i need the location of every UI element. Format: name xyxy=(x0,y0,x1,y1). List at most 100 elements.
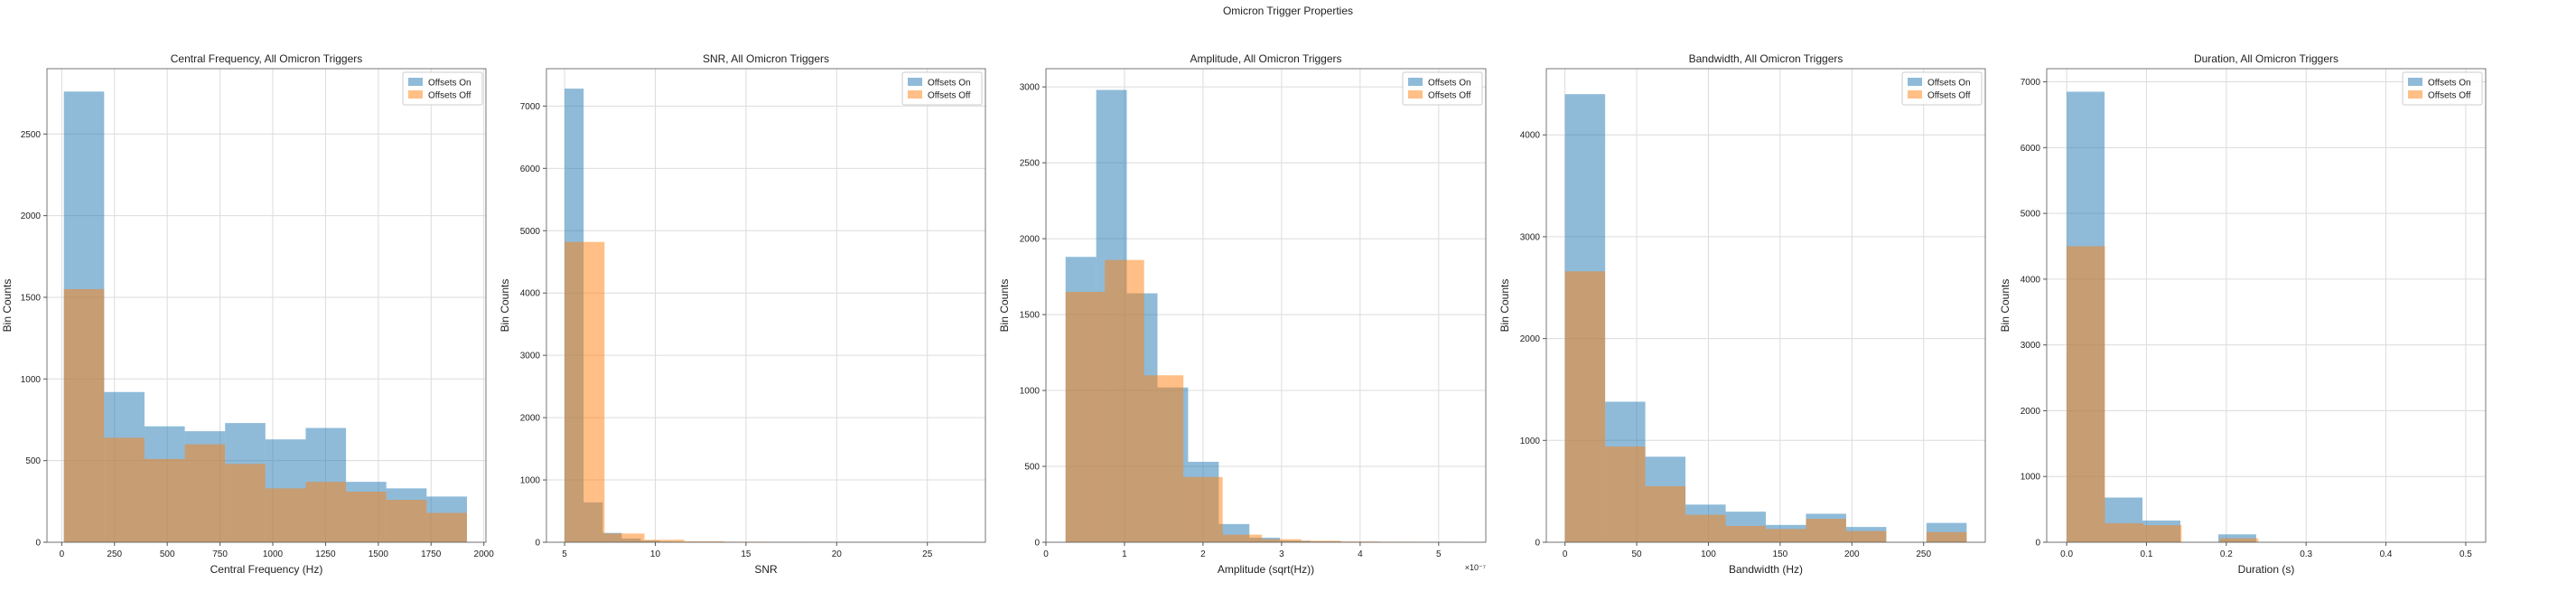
legend-label: Offsets On xyxy=(928,79,971,89)
x-tick-label: 4 xyxy=(1358,549,1363,559)
y-tick-label: 2500 xyxy=(1020,159,1041,169)
legend: Offsets On Offsets Off xyxy=(1402,71,1483,106)
x-tick-label: 5 xyxy=(562,549,567,559)
axes-frame xyxy=(2046,68,2487,543)
legend-label: Offsets On xyxy=(1927,79,1971,89)
legend-label: Offsets Off xyxy=(928,91,971,101)
histogram-bar xyxy=(144,458,185,542)
x-tick-label: 1250 xyxy=(315,549,336,559)
y-tick-label: 3000 xyxy=(2021,341,2041,351)
y-tick-label: 1000 xyxy=(1020,387,1041,397)
legend-label: Offsets On xyxy=(1428,79,1471,89)
y-tick-label: 1000 xyxy=(2021,473,2041,483)
histogram-bar xyxy=(565,241,605,542)
histogram-bar xyxy=(1926,531,1967,542)
legend-swatch xyxy=(1908,90,1922,99)
x-tick-label: 50 xyxy=(1631,549,1642,559)
axes-frame xyxy=(1045,68,1487,543)
legend: Offsets On Offsets Off xyxy=(901,71,983,106)
histogram-bar xyxy=(2105,522,2143,542)
chart-panel-2: 5 10 15 20 25 0 1000 2000 3000 4000 5000 6000 7000 SN… xyxy=(499,52,986,576)
y-tick-label: 500 xyxy=(1024,463,1040,473)
y-tick-label: 500 xyxy=(25,456,41,466)
x-tick-label: 20 xyxy=(832,549,843,559)
axes-frame xyxy=(546,68,986,543)
y-tick-label: 3000 xyxy=(1520,232,1541,242)
y-axis-label: Bin Counts xyxy=(1498,279,1511,333)
histogram-bar xyxy=(386,500,427,542)
histogram-bar xyxy=(1065,291,1106,542)
y-tick-label: 3000 xyxy=(1020,83,1041,93)
histogram-bar xyxy=(265,488,306,542)
x-tick-label: 0 xyxy=(60,549,65,559)
legend-swatch xyxy=(908,90,922,99)
x-tick-label: 0.5 xyxy=(2459,549,2472,559)
histogram-bar xyxy=(1301,540,1341,542)
histogram-bar xyxy=(346,491,387,542)
histogram-bar xyxy=(1845,531,1887,542)
figure-title: Omicron Trigger Properties xyxy=(1223,5,1353,17)
y-axis-label: Bin Counts xyxy=(499,279,511,333)
chart-title: Bandwidth, All Omicron Triggers xyxy=(1689,52,1843,65)
x-tick-label: 15 xyxy=(741,549,751,559)
histogram-bar xyxy=(63,288,105,542)
histogram-bar xyxy=(2067,246,2105,542)
x-axis-label: Amplitude (sqrt(Hz)) xyxy=(1218,563,1314,576)
y-tick-label: 2500 xyxy=(21,130,42,140)
legend-label: Offsets Off xyxy=(2428,91,2471,101)
y-tick-label: 5000 xyxy=(520,227,541,237)
y-axis-label: Bin Counts xyxy=(1999,279,2011,333)
y-tick-label: 1500 xyxy=(1020,311,1041,321)
axes-frame xyxy=(46,68,487,543)
legend-swatch xyxy=(1408,78,1423,86)
x-tick-label: 0.3 xyxy=(2300,549,2312,559)
chart-title: Central Frequency, All Omicron Triggers xyxy=(171,52,363,65)
y-tick-label: 2000 xyxy=(21,211,42,221)
x-tick-label: 25 xyxy=(922,549,933,559)
x-axis-label: Central Frequency (Hz) xyxy=(210,563,323,576)
y-tick-label: 7000 xyxy=(2021,78,2041,88)
x-tick-label: 1000 xyxy=(263,549,284,559)
histogram-bar xyxy=(604,533,645,542)
histogram-bar xyxy=(1725,525,1766,542)
x-tick-label: 200 xyxy=(1844,549,1860,559)
x-tick-label: 500 xyxy=(160,549,175,559)
y-tick-label: 4000 xyxy=(1520,131,1541,141)
histogram-bar xyxy=(684,540,724,542)
histogram-bar xyxy=(2142,525,2182,542)
x-tick-label: 100 xyxy=(1701,549,1716,559)
x-tick-label: 0.2 xyxy=(2220,549,2233,559)
x-tick-label: 1 xyxy=(1122,549,1127,559)
y-tick-label: 2000 xyxy=(520,414,541,424)
chart-title: SNR, All Omicron Triggers xyxy=(703,52,829,65)
x-tick-label: 10 xyxy=(650,549,661,559)
histogram-bar xyxy=(1645,486,1686,542)
y-tick-label: 0 xyxy=(1034,539,1040,549)
y-tick-label: 0 xyxy=(535,539,540,549)
x-tick-label: 1500 xyxy=(369,549,389,559)
legend-label: Offsets Off xyxy=(1428,91,1471,101)
histogram-bar xyxy=(1806,519,1846,542)
y-tick-label: 5000 xyxy=(2021,210,2041,220)
histogram-bar xyxy=(644,540,685,542)
legend: Offsets On Offsets Off xyxy=(2402,71,2483,106)
x-axis-label: Duration (s) xyxy=(2238,563,2295,576)
x-tick-label: 2000 xyxy=(474,549,495,559)
legend-label: Offsets Off xyxy=(428,91,471,101)
legend-label: Offsets On xyxy=(428,79,471,89)
histogram-bar xyxy=(1105,259,1144,542)
legend-label: Offsets On xyxy=(2428,79,2471,89)
x-tick-label: 0.0 xyxy=(2060,549,2073,559)
y-tick-label: 2000 xyxy=(1020,235,1041,245)
histogram-bar xyxy=(104,437,145,542)
legend: Offsets On Offsets Off xyxy=(1901,71,1983,106)
histogram-bar xyxy=(2217,534,2256,542)
y-tick-label: 1500 xyxy=(21,293,42,303)
x-axis-label: SNR xyxy=(754,563,778,576)
x-tick-label: 0.1 xyxy=(2141,549,2153,559)
histogram-bar xyxy=(225,464,266,542)
legend-swatch xyxy=(908,78,922,86)
legend: Offsets On Offsets Off xyxy=(402,71,483,106)
legend-swatch xyxy=(2408,78,2422,86)
y-axis-label: Bin Counts xyxy=(1,279,14,333)
